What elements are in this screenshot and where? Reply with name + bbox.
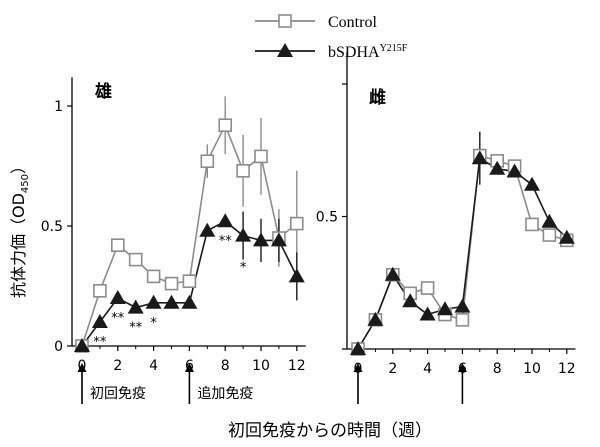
immunization-arrowhead [184,363,194,372]
panel-female: 0246810120.5雌 [316,52,576,404]
y-tick-label: 0.5 [41,219,63,235]
x-tick-label: 10 [523,361,541,377]
x-tick-label: 8 [493,361,502,377]
data-point-control [182,274,197,289]
data-point-mutant [489,160,506,175]
immunization-label: 追加免疫 [197,386,253,402]
significance-mark: ** [111,311,125,326]
data-point-mutant [163,294,180,309]
data-point-mutant [454,298,471,313]
y-axis-label-subscript: 450 [20,174,31,193]
data-point-mutant [181,294,198,309]
data-point-control [93,283,107,298]
legend-mutant-label: bSDHAY215F [328,43,408,61]
significance-mark: ** [129,321,143,336]
data-point-mutant [199,222,216,237]
data-point-mutant [270,232,287,247]
data-point-mutant [145,294,162,309]
data-point-mutant [437,301,453,316]
legend: Control bSDHAY215F [255,14,408,61]
data-point-mutant [253,232,269,247]
panel-label: 雌 [369,87,386,108]
data-point-mutant [127,299,144,314]
data-point-control [289,216,304,231]
significance-mark: ** [93,335,107,350]
y-tick-label: 1 [54,99,63,115]
data-point-control [542,228,557,242]
data-point-mutant [74,338,90,352]
data-point-control [236,164,250,178]
data-point-control [455,313,470,327]
x-tick-label: 12 [288,358,306,374]
immunization-arrowhead [457,363,467,372]
legend-mutant-superscript: Y215F [380,43,408,54]
legend-mutant-marker [277,43,293,57]
data-point-mutant [471,150,488,165]
y-axis-label: 抗体力価（OD450） [9,158,31,298]
y-tick-label: 0.5 [316,210,338,226]
significance-mark: * [150,316,157,331]
y-axis-label-close: ） [9,158,28,174]
x-tick-label: 10 [252,358,270,374]
data-point-control [128,252,143,267]
data-point-control [218,118,232,132]
data-point-control [111,238,125,252]
data-point-control [164,276,179,291]
data-point-mutant [109,290,126,304]
panel-label: 雄 [94,81,112,102]
data-point-control [200,154,215,168]
data-point-mutant [288,268,305,283]
data-point-mutant [402,293,419,308]
data-point-control [254,149,268,164]
y-tick-label: 0 [54,339,63,355]
data-point-mutant [384,266,401,281]
x-tick-label: 2 [388,361,397,377]
legend-control-label: Control [328,14,377,31]
legend-control-marker [278,14,292,28]
data-point-mutant [541,213,558,228]
data-point-control [525,217,539,232]
data-point-mutant [217,213,234,228]
x-tick-label: 4 [423,361,432,377]
data-point-control [146,269,161,284]
data-point-mutant [524,176,540,191]
immunization-arrowhead [353,363,363,372]
data-point-mutant [419,306,436,321]
significance-mark: * [240,261,247,276]
data-point-mutant [506,163,523,178]
x-tick-label: 4 [149,358,158,374]
x-axis-label: 初回免疫からの時間（週） [228,421,432,441]
data-point-mutant [367,311,384,326]
data-point-mutant [235,227,252,242]
data-point-mutant [350,341,366,355]
immunization-arrowhead [77,363,87,372]
immunization-label: 初回免疫 [90,385,146,402]
data-point-mutant [91,314,108,328]
data-point-mutant [558,229,575,244]
data-point-control [420,281,435,295]
x-tick-label: 12 [558,361,576,377]
x-tick-label: 2 [113,358,122,374]
x-tick-label: 8 [221,358,230,374]
significance-mark: ** [219,234,233,249]
